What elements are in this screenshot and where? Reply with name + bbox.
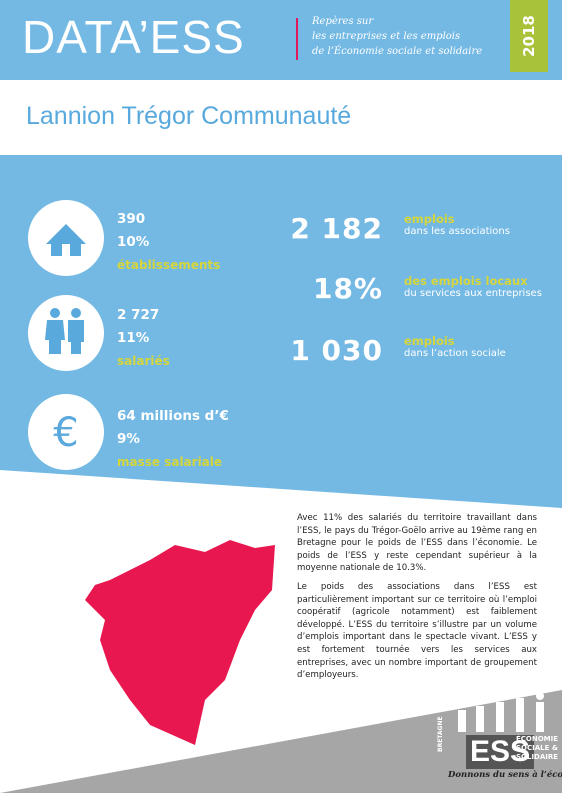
figure: 10% [117, 234, 150, 250]
logo-text: ÉCONOMIE SOCIALE & SOLIDAIRE [516, 735, 558, 762]
employment-label: des emplois locaux [404, 274, 528, 288]
paragraph: Le poids des associations dans l’ESS est… [297, 581, 537, 681]
key-figure: 64 millions d’€ 9% masse salariale [117, 405, 229, 474]
employment-text: des emplois locaux du services aux entre… [404, 274, 554, 299]
header-band [0, 0, 562, 80]
logo-line: ÉCONOMIE [516, 735, 559, 743]
logo-figures [458, 688, 544, 732]
footer-band [0, 690, 562, 793]
tagline: de l’Économie sociale et solidaire [312, 46, 483, 57]
year: 2018 [520, 15, 538, 57]
employment-text: emplois dans l’action sociale [404, 334, 554, 359]
employment-label: emplois [404, 334, 455, 348]
euro-icon: € [53, 410, 78, 456]
icon-circle [28, 394, 104, 470]
paragraph: Avec 11% des salariés du territoire trav… [297, 513, 537, 574]
house-door [62, 244, 70, 256]
figure-label: établissements [117, 258, 221, 272]
employment-value: 1 030 [290, 334, 383, 367]
stats-band [0, 155, 562, 508]
title: DATA’ESS [22, 11, 245, 63]
employment-label: emplois [404, 212, 455, 226]
analysis: Avec 11% des salariés du territoire trav… [297, 512, 537, 688]
figure: 64 millions d’€ [117, 408, 229, 424]
figure: 11% [117, 330, 150, 346]
figure: 9% [117, 431, 140, 447]
employment-detail: dans les associations [404, 226, 510, 237]
territory: Lannion Trégor Communauté [26, 102, 352, 130]
figure-label: salariés [117, 354, 170, 368]
figure: 2 727 [117, 307, 160, 323]
territory-map [85, 540, 275, 745]
key-figure: 390 10% établissements [117, 208, 220, 277]
tagline: les entreprises et les emplois [312, 31, 461, 42]
logo-name: ESS [466, 735, 535, 769]
employment-value: 18% [312, 272, 383, 305]
house-icon [46, 224, 86, 256]
logo-region: BRETAGNE [437, 716, 444, 752]
employment-detail: du services aux entreprises [404, 288, 542, 299]
key-figure: 2 727 11% salariés [117, 304, 170, 373]
employment-value: 2 182 [290, 212, 383, 245]
people-icon [45, 308, 84, 354]
slogan: Donnons du sens à l’économie [448, 770, 562, 780]
icon-circle [28, 295, 104, 371]
logo-line: SOCIALE & [516, 744, 558, 752]
logo-line: SOLIDAIRE [516, 753, 559, 761]
employment-detail: dans l’action sociale [404, 348, 506, 359]
year-box: 2018 [510, 0, 548, 72]
figure: 390 [117, 211, 146, 227]
tagline: Repères sur [312, 16, 374, 27]
figure-label: masse salariale [117, 455, 223, 469]
employment-text: emplois dans les associations [404, 212, 554, 237]
